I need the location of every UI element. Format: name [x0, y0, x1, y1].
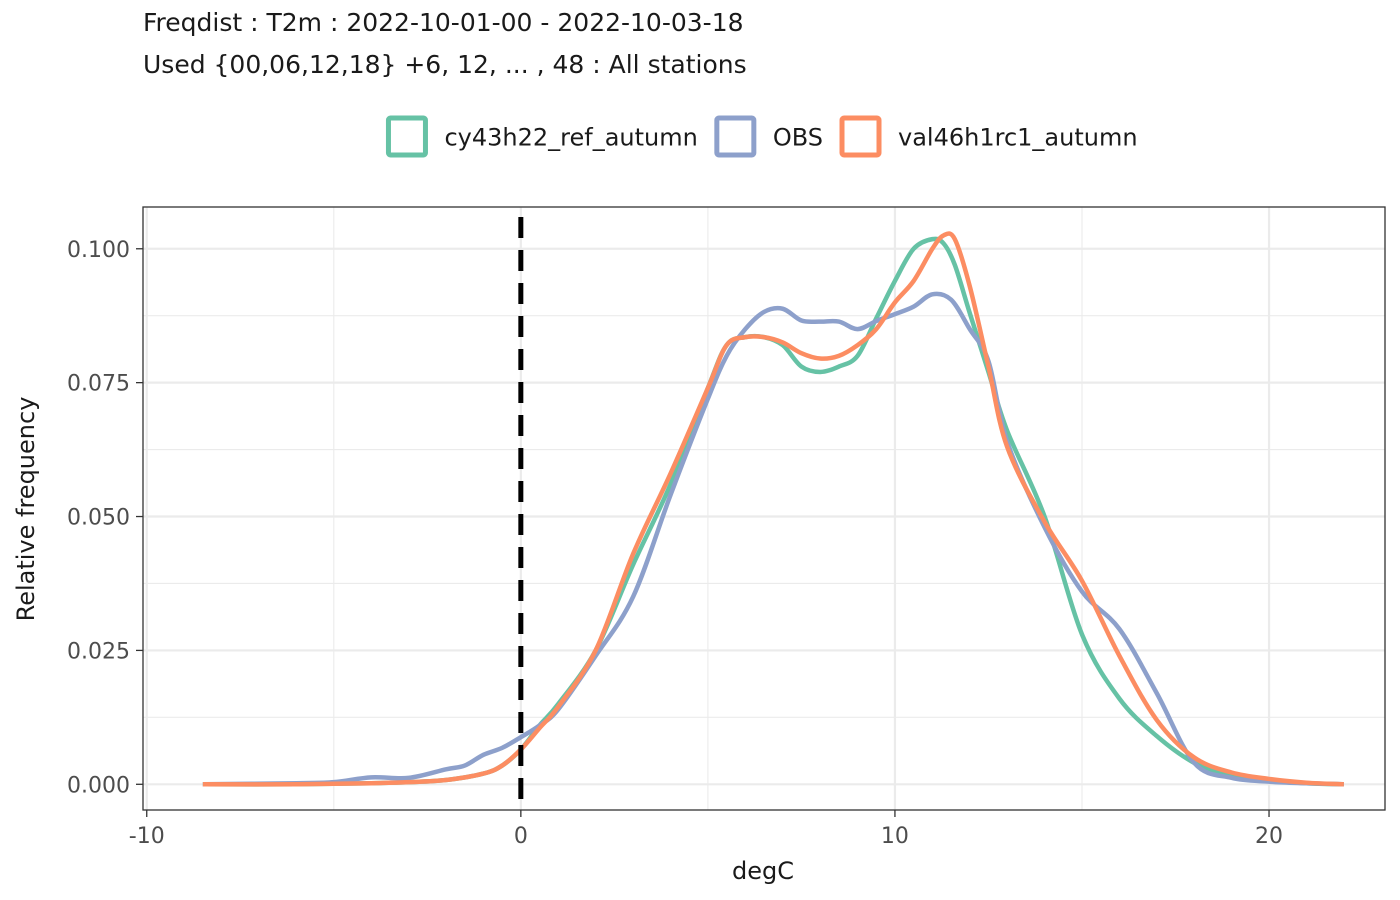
y-tick-label: 0.050 — [67, 506, 130, 531]
y-tick-label: 0.100 — [67, 238, 130, 263]
series-layer — [202, 231, 1344, 787]
plot-border — [142, 206, 1386, 811]
chart-title: Freqdist : T2m : 2022-10-01-00 - 2022-10… — [143, 8, 744, 37]
series-line-OBS — [202, 291, 1344, 787]
chart-subtitle: Used {00,06,12,18} +6, 12, ... , 48 : Al… — [143, 50, 747, 79]
x-axis-label: degC — [732, 857, 794, 885]
legend-key-val46h1rc1_autumn — [839, 115, 882, 158]
x-tick-label: 10 — [881, 824, 909, 849]
legend-label-val46h1rc1_autumn: val46h1rc1_autumn — [898, 124, 1138, 152]
legend: cy43h22_ref_autumn OBS val46h1rc1_autumn — [385, 115, 1138, 158]
x-tick-label: -10 — [129, 824, 165, 849]
grid-minor — [143, 207, 1385, 810]
y-tick-label: 0.075 — [67, 372, 130, 397]
x-tick-label: 20 — [1255, 824, 1283, 849]
plot-panel — [143, 207, 1385, 810]
legend-key-cy43h22_ref_autumn — [385, 115, 428, 158]
legend-label-OBS: OBS — [773, 124, 823, 152]
grid-major — [143, 207, 1385, 810]
y-tick-label: 0.025 — [67, 639, 130, 664]
series-line-val46h1rc1_autumn — [202, 231, 1344, 787]
y-axis-label: Relative frequency — [12, 397, 40, 622]
legend-label-cy43h22_ref_autumn: cy43h22_ref_autumn — [444, 124, 697, 152]
legend-key-OBS — [714, 115, 757, 158]
x-axis: -10 0 10 20 — [129, 810, 1283, 849]
y-tick-label: 0.000 — [67, 773, 130, 798]
x-tick-label: 0 — [514, 824, 528, 849]
y-axis: 0.000 0.025 0.050 0.075 0.100 — [67, 238, 143, 798]
